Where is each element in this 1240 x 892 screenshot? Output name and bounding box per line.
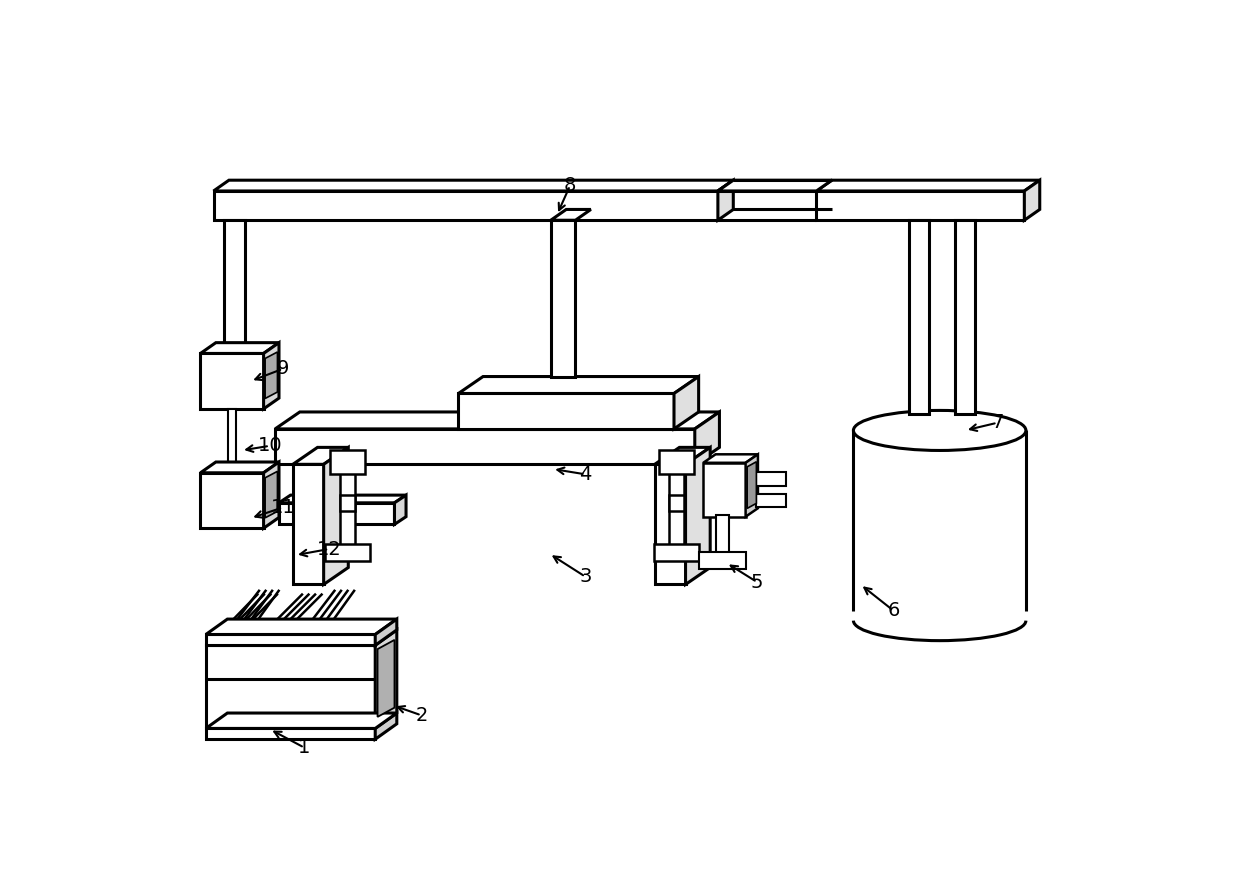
Text: 5: 5	[751, 573, 764, 591]
Bar	[756, 472, 786, 486]
Polygon shape	[703, 454, 758, 463]
Bar	[279, 503, 394, 524]
Polygon shape	[275, 412, 719, 429]
Bar	[715, 516, 729, 555]
Polygon shape	[264, 462, 279, 528]
Bar	[325, 544, 370, 561]
Bar	[653, 544, 698, 561]
Polygon shape	[718, 180, 832, 191]
Text: 3: 3	[579, 567, 591, 586]
Polygon shape	[206, 713, 397, 729]
Ellipse shape	[853, 410, 1025, 450]
Polygon shape	[376, 630, 397, 729]
Bar	[340, 495, 355, 510]
Text: 10: 10	[258, 436, 281, 455]
Polygon shape	[694, 412, 719, 465]
Polygon shape	[265, 352, 278, 399]
Bar	[756, 493, 786, 508]
Bar	[206, 634, 376, 645]
Polygon shape	[748, 462, 756, 508]
Bar	[213, 191, 718, 220]
Polygon shape	[293, 448, 348, 465]
Text: 9: 9	[277, 359, 289, 378]
Polygon shape	[201, 462, 279, 473]
Text: 11: 11	[270, 498, 295, 517]
Polygon shape	[459, 376, 698, 393]
Bar	[655, 465, 686, 584]
Polygon shape	[377, 640, 394, 717]
Bar	[201, 473, 264, 528]
Bar	[206, 729, 376, 739]
Polygon shape	[376, 619, 397, 645]
Polygon shape	[675, 376, 698, 429]
Bar	[668, 465, 684, 548]
Bar	[703, 463, 745, 516]
Polygon shape	[816, 180, 1040, 191]
Text: 7: 7	[991, 413, 1003, 433]
Bar	[201, 353, 264, 409]
Polygon shape	[1024, 180, 1040, 220]
Polygon shape	[324, 448, 348, 584]
Text: 6: 6	[888, 601, 900, 620]
Text: 1: 1	[298, 739, 310, 757]
Polygon shape	[394, 495, 405, 524]
Text: 12: 12	[316, 540, 341, 558]
Bar	[955, 220, 975, 415]
Bar	[293, 465, 324, 584]
Polygon shape	[206, 619, 397, 634]
Polygon shape	[265, 471, 278, 518]
Polygon shape	[213, 180, 733, 191]
Bar	[658, 450, 694, 474]
Bar	[228, 409, 237, 467]
Bar	[816, 191, 1024, 220]
Bar	[223, 220, 246, 347]
Polygon shape	[551, 210, 590, 220]
Text: 4: 4	[579, 465, 591, 483]
Bar	[459, 393, 675, 429]
Polygon shape	[655, 448, 711, 465]
Text: 2: 2	[415, 706, 428, 725]
Polygon shape	[201, 343, 279, 353]
Polygon shape	[686, 448, 711, 584]
Bar	[668, 495, 684, 510]
Text: 8: 8	[564, 176, 577, 195]
Bar	[551, 220, 575, 376]
Bar	[340, 465, 355, 548]
Bar	[330, 450, 366, 474]
Bar	[699, 552, 745, 569]
Polygon shape	[264, 343, 279, 409]
Bar	[275, 429, 694, 465]
Polygon shape	[279, 495, 405, 503]
Bar	[206, 645, 376, 729]
Bar	[909, 220, 929, 415]
Polygon shape	[206, 630, 397, 645]
Polygon shape	[376, 713, 397, 739]
Polygon shape	[718, 180, 733, 220]
Polygon shape	[745, 454, 758, 516]
